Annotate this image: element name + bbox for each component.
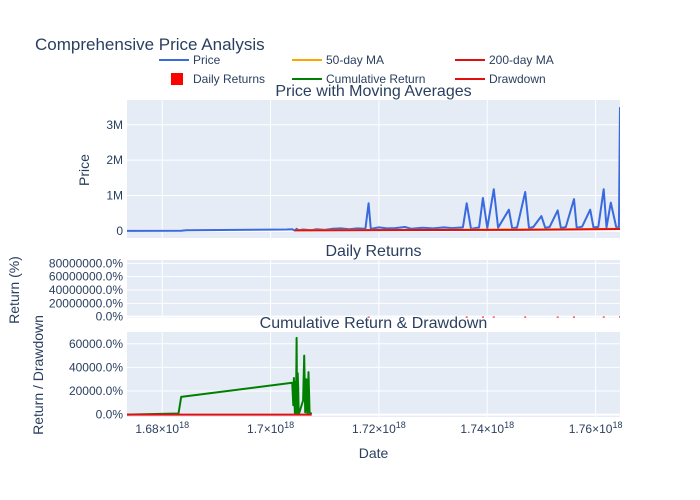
legend[interactable]: Price 50-day MA 200-day MA Daily Returns Cum…	[159, 53, 554, 86]
x-tick-label: 1.72×1018	[352, 420, 406, 436]
bar	[619, 316, 620, 318]
x-tick-mantissa: 1.68	[135, 422, 159, 436]
legend-label: 200-day MA	[489, 53, 554, 67]
bar	[556, 316, 559, 318]
series-group	[127, 107, 620, 232]
x-tick-exponent: 18	[284, 420, 294, 430]
panel-2: 0.0% 20000.0% 40000.0% 60000.0% Cumulative R…	[69, 315, 620, 422]
series-group	[367, 316, 620, 318]
x-tick-exponent: 18	[504, 420, 514, 430]
legend-item[interactable]: Daily Returns	[171, 72, 265, 86]
y-tick-label: 80000000.0%	[49, 256, 123, 270]
x-tick-mantissa: 1.74	[460, 422, 484, 436]
bar	[481, 316, 484, 318]
legend-label: Price	[193, 53, 221, 67]
legend-item[interactable]: Cumulative Return	[292, 72, 425, 86]
y-tick-label: 40000000.0%	[49, 283, 123, 297]
x-tick-times: ×10	[264, 422, 285, 436]
legend-label: Daily Returns	[193, 72, 265, 86]
y-tick-label: 3M	[106, 118, 123, 132]
panel-1: 0.0%20000000.0%40000000.0%60000000.0%800…	[49, 243, 620, 324]
y-tick-label: 0.0%	[96, 310, 124, 324]
x-tick-mantissa: 1.76	[569, 422, 593, 436]
bar	[492, 316, 495, 318]
legend-item[interactable]: 200-day MA	[455, 53, 554, 67]
x-tick-label: 1.74×1018	[460, 420, 514, 436]
bar	[572, 316, 575, 318]
x-tick-label: 1.76×1018	[569, 420, 623, 436]
subplot-title: Daily Returns	[325, 243, 421, 260]
legend-label: Drawdown	[489, 72, 546, 86]
y-tick-label: 40000.0%	[69, 360, 123, 374]
bar	[465, 316, 468, 318]
x-axis-title: Date	[359, 445, 389, 461]
plot-area	[127, 260, 620, 318]
x-axis: 1.68×1018 1.7×1018 1.72×1018 1.74×1018 1.76×…	[135, 420, 622, 461]
legend-item[interactable]: Price	[159, 53, 221, 67]
series-line-200-day-ma	[294, 228, 620, 232]
chart-title: Comprehensive Price Analysis	[35, 35, 265, 54]
y-tick-label: 60000.0%	[69, 337, 123, 351]
y-axis-title: Return / Drawdown	[30, 315, 46, 435]
legend-item[interactable]: 50-day MA	[292, 53, 384, 67]
plot-area	[127, 100, 620, 238]
y-axis-title: Return (%)	[6, 256, 22, 324]
x-tick-exponent: 18	[612, 420, 622, 430]
x-tick-exponent: 18	[396, 420, 406, 430]
x-tick-label: 1.7×1018	[247, 420, 294, 436]
y-tick-label: 60000000.0%	[49, 270, 123, 284]
x-tick-times: ×10	[375, 422, 396, 436]
legend-swatch-square	[171, 73, 183, 85]
x-tick-times: ×10	[592, 422, 613, 436]
legend-item[interactable]: Drawdown	[455, 72, 546, 86]
series-line-cumulative-return	[127, 336, 313, 416]
series-group	[127, 336, 313, 416]
x-tick-times: ×10	[159, 422, 180, 436]
x-tick-exponent: 18	[179, 420, 189, 430]
legend-label: 50-day MA	[326, 53, 384, 67]
x-tick-label: 1.68×1018	[135, 420, 189, 436]
x-tick-times: ×10	[484, 422, 505, 436]
y-tick-label: 20000.0%	[69, 384, 123, 398]
y-tick-label: 0.0%	[96, 408, 124, 422]
bar	[367, 316, 370, 318]
y-tick-label: 0	[116, 224, 123, 238]
bar	[524, 316, 527, 318]
legend-label: Cumulative Return	[326, 72, 425, 86]
panel-0: 0 1M 2M 3M Price with Moving Averages	[106, 83, 620, 238]
bar	[602, 316, 605, 318]
x-tick-mantissa: 1.72	[352, 422, 376, 436]
subplot-title: Price with Moving Averages	[275, 83, 471, 100]
y-tick-label: 1M	[106, 189, 123, 203]
y-tick-label: 20000000.0%	[49, 296, 123, 310]
x-tick-mantissa: 1.7	[247, 422, 264, 436]
plot-area	[127, 332, 620, 417]
y-axis-title: Price	[76, 154, 92, 186]
y-tick-label: 2M	[106, 153, 123, 167]
subplot-title: Cumulative Return & Drawdown	[260, 315, 488, 332]
